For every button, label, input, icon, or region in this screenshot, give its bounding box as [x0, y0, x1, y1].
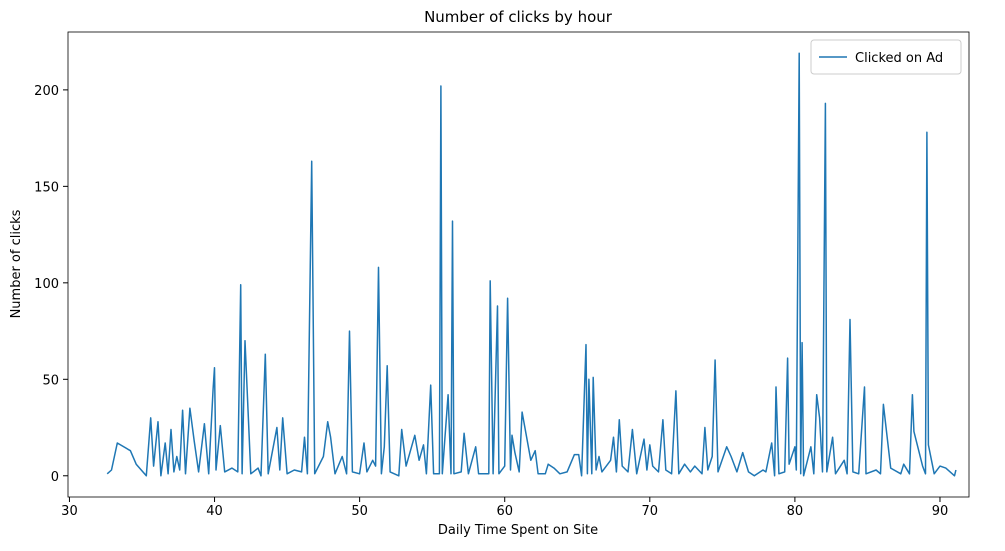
legend-box: [810, 39, 962, 75]
x-tick-label: 30: [61, 504, 78, 519]
y-tick-label: 100: [34, 277, 59, 292]
y-tick-label: 150: [34, 180, 59, 195]
x-tick-label: 70: [642, 504, 659, 519]
y-tick-label: 200: [34, 84, 59, 99]
x-tick-label: 80: [787, 504, 804, 519]
y-tick-label: 0: [51, 470, 59, 485]
line-series: [106, 52, 957, 477]
y-axis-label: Number of clicks: [9, 209, 24, 318]
x-tick-label: 60: [496, 504, 513, 519]
x-tick-label: 50: [351, 504, 368, 519]
x-tick-label: 40: [206, 504, 223, 519]
plot-frame: [67, 31, 970, 498]
x-tick-label: 90: [932, 504, 949, 519]
chart-title: Number of clicks by hour: [424, 8, 613, 26]
y-tick-label: 50: [42, 373, 59, 388]
x-axis-label: Daily Time Spent on Site: [438, 523, 598, 538]
legend-label: Clicked on Ad: [855, 51, 943, 66]
